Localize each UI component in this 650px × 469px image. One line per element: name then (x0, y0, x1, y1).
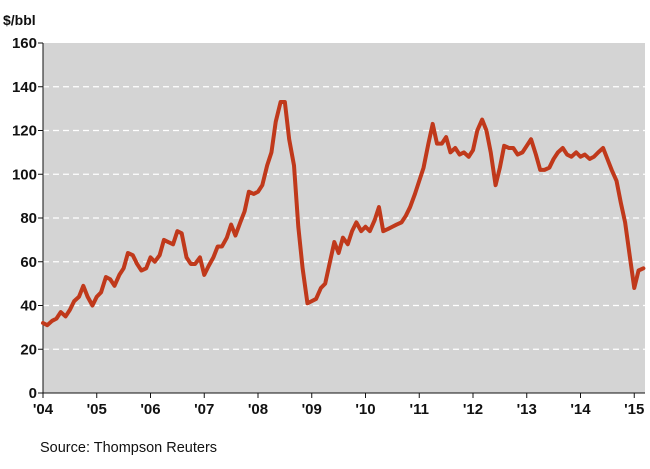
x-tick-label-2009: '09 (302, 401, 322, 418)
x-tick-label-2010: '10 (355, 401, 375, 418)
y-tick-label-120: 120 (12, 123, 37, 140)
y-tick-label-80: 80 (20, 210, 37, 227)
x-tick-label-2008: '08 (248, 401, 268, 418)
gridlines (43, 86, 645, 350)
y-tick-label-100: 100 (12, 166, 37, 183)
series-line-0 (41, 100, 646, 328)
tick-labels: 0 20 40 60 80 100 120 140 160 '04 '05 '06 '07 '08 '09 '… (12, 35, 644, 418)
y-tick-label-20: 20 (20, 341, 37, 358)
x-tick-label-2006: '06 (140, 401, 160, 418)
series-layer (41, 100, 646, 328)
x-tick-label-2004: '04 (33, 401, 54, 418)
y-unit-label: $/bbl (3, 12, 36, 28)
x-tick-label-2015: '15 (624, 401, 644, 418)
x-tick-label-2011: '11 (410, 401, 429, 418)
x-tick-label-2013: '13 (517, 401, 537, 418)
x-tick-label-2005: '05 (87, 401, 107, 418)
y-tick-label-0: 0 (29, 385, 37, 402)
y-tick-label-40: 40 (20, 298, 37, 315)
y-tick-label-140: 140 (12, 79, 37, 96)
x-tick-label-2012: '12 (463, 401, 483, 418)
y-tick-label-60: 60 (20, 254, 37, 271)
y-tick-label-160: 160 (12, 35, 37, 52)
x-tick-label-2007: '07 (194, 401, 214, 418)
axes (38, 42, 645, 398)
source-note: Source: Thompson Reuters (40, 440, 218, 456)
x-tick-label-2014: '14 (570, 401, 591, 418)
